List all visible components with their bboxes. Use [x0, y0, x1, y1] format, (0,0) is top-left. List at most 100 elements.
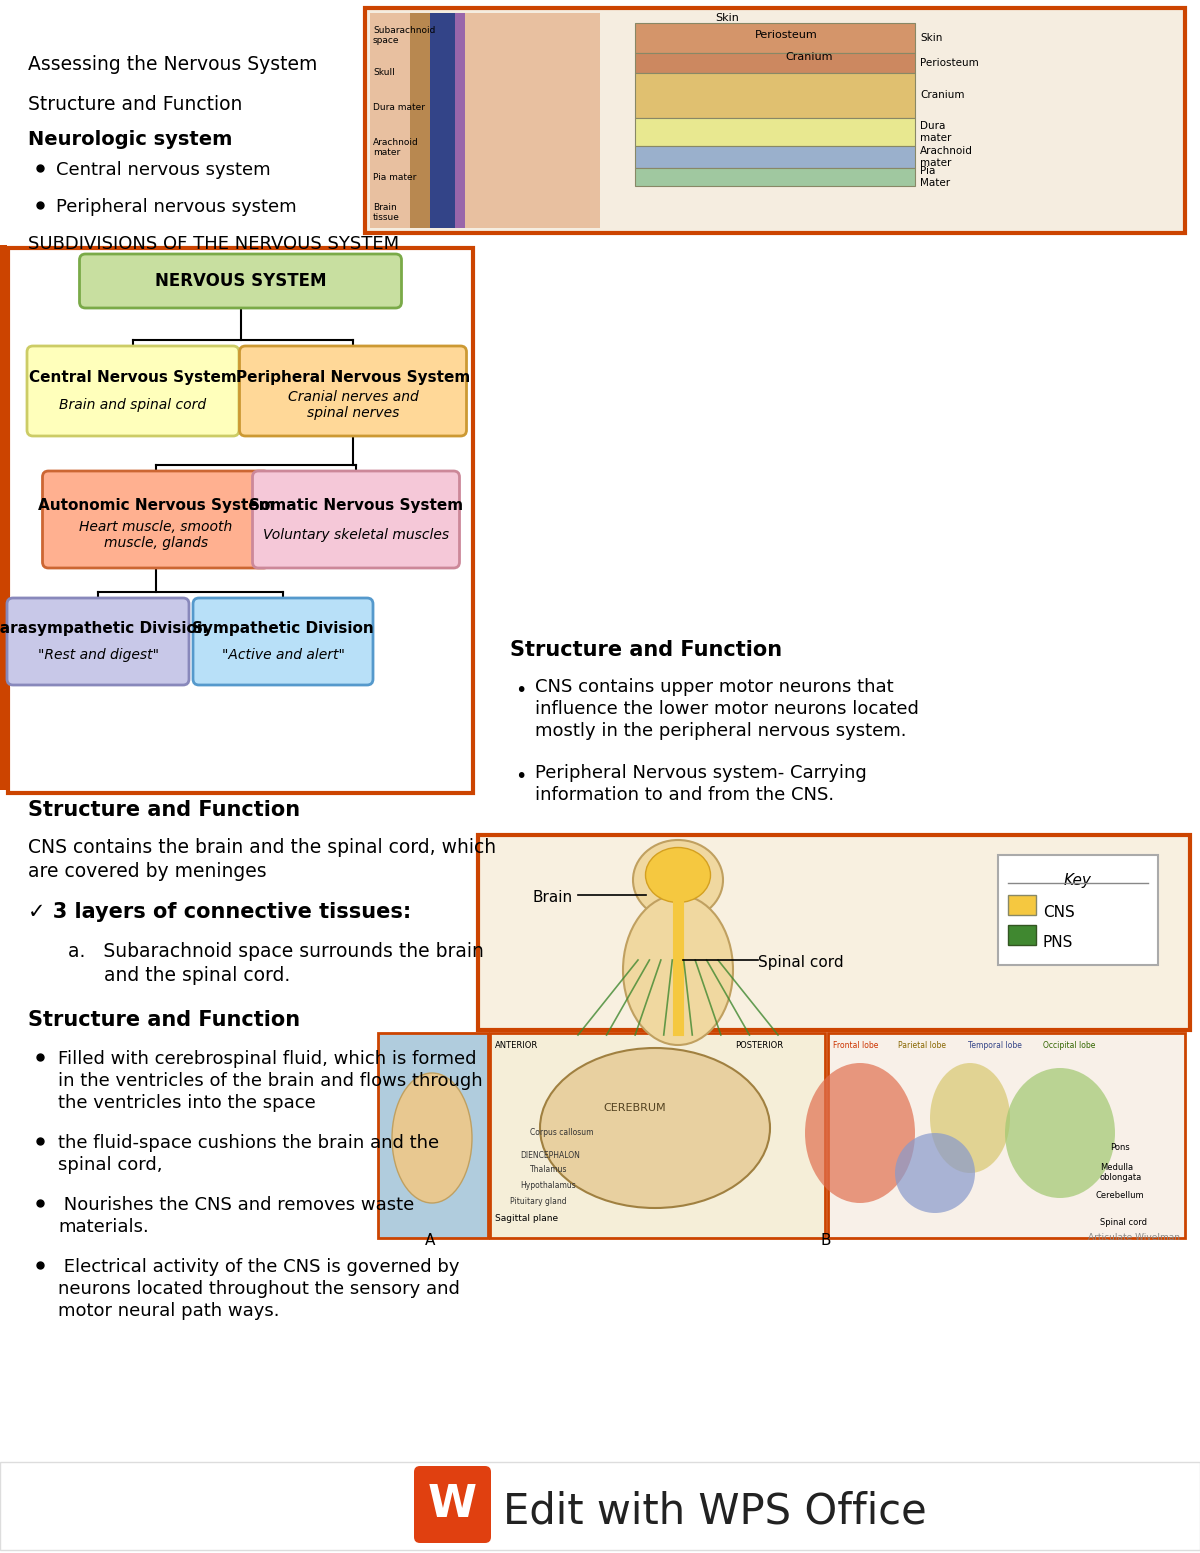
Text: Pons: Pons [1110, 1143, 1129, 1152]
Bar [455, 12, 466, 228]
Text: Skin: Skin [920, 33, 942, 43]
Bar [410, 12, 430, 228]
Text: Pituitary gland: Pituitary gland [510, 1197, 566, 1207]
Text: Skin: Skin [715, 12, 739, 23]
Text: Spinal cord: Spinal cord [1100, 1218, 1147, 1227]
Text: Heart muscle, smooth
muscle, glands: Heart muscle, smooth muscle, glands [79, 520, 233, 550]
Text: Periosteum: Periosteum [920, 57, 979, 68]
Text: CNS: CNS [1043, 905, 1075, 919]
Text: influence the lower motor neurons located: influence the lower motor neurons locate… [535, 700, 919, 717]
Text: the fluid-space cushions the brain and the: the fluid-space cushions the brain and t… [58, 1134, 439, 1152]
Ellipse shape [930, 1062, 1010, 1173]
Text: Edit with WPS Office: Edit with WPS Office [503, 1491, 926, 1533]
Text: Assessing the Nervous System: Assessing the Nervous System [28, 54, 317, 75]
Text: and the spinal cord.: and the spinal cord. [68, 966, 290, 985]
Text: Frontal lobe: Frontal lobe [833, 1041, 878, 1050]
Text: Skull: Skull [373, 68, 395, 78]
Ellipse shape [1006, 1068, 1115, 1197]
Text: Thalamus: Thalamus [530, 1165, 568, 1174]
FancyBboxPatch shape [635, 168, 916, 186]
Ellipse shape [895, 1134, 974, 1213]
Bar [378, 1033, 488, 1238]
Text: CEREBRUM: CEREBRUM [604, 1103, 666, 1114]
Text: Arachnoid
mater: Arachnoid mater [373, 138, 419, 157]
Text: Autonomic Nervous System: Autonomic Nervous System [37, 497, 275, 512]
Text: Cranial nerves and
spinal nerves: Cranial nerves and spinal nerves [288, 390, 419, 421]
Ellipse shape [623, 895, 733, 1045]
Text: NERVOUS SYSTEM: NERVOUS SYSTEM [155, 272, 326, 290]
Text: •: • [515, 767, 527, 786]
Bar [828, 1033, 1186, 1238]
Text: Filled with cerebrospinal fluid, which is formed: Filled with cerebrospinal fluid, which i… [58, 1050, 476, 1068]
Text: materials.: materials. [58, 1218, 149, 1236]
Text: Parietal lobe: Parietal lobe [898, 1041, 946, 1050]
Text: a.   Subarachnoid space surrounds the brain: a. Subarachnoid space surrounds the brai… [68, 943, 484, 961]
Text: SUBDIVISIONS OF THE NERVOUS SYSTEM: SUBDIVISIONS OF THE NERVOUS SYSTEM [28, 235, 400, 253]
Text: Structure and Function: Structure and Function [510, 640, 782, 660]
Text: Peripheral nervous system: Peripheral nervous system [56, 197, 296, 216]
Bar [1008, 895, 1036, 915]
Bar [998, 856, 1158, 964]
Text: Sagittal plane: Sagittal plane [496, 1214, 558, 1224]
Text: B: B [820, 1233, 830, 1249]
Text: Corpus callosum: Corpus callosum [530, 1127, 594, 1137]
FancyBboxPatch shape [635, 146, 916, 168]
Text: Spinal cord: Spinal cord [758, 955, 844, 971]
Bar [478, 836, 1190, 1030]
Text: in the ventricles of the brain and flows through: in the ventricles of the brain and flows… [58, 1072, 482, 1090]
FancyBboxPatch shape [635, 73, 916, 118]
Text: Structure and Function: Structure and Function [28, 800, 300, 820]
Text: ANTERIOR: ANTERIOR [496, 1041, 539, 1050]
Text: CNS contains upper motor neurons that: CNS contains upper motor neurons that [535, 679, 894, 696]
Text: Temporal lobe: Temporal lobe [968, 1041, 1022, 1050]
Ellipse shape [540, 1048, 770, 1208]
Text: Peripheral Nervous System: Peripheral Nervous System [236, 370, 470, 385]
Bar [430, 12, 455, 228]
Text: "Active and alert": "Active and alert" [222, 648, 344, 662]
Text: ✓ 3 layers of connective tissues:: ✓ 3 layers of connective tissues: [28, 902, 412, 922]
Text: Occipital lobe: Occipital lobe [1043, 1041, 1096, 1050]
Text: Medulla
oblongata: Medulla oblongata [1100, 1163, 1142, 1182]
Text: Somatic Nervous System: Somatic Nervous System [248, 497, 463, 512]
FancyBboxPatch shape [240, 346, 467, 436]
Text: neurons located throughout the sensory and: neurons located throughout the sensory a… [58, 1280, 460, 1298]
Text: DIENCEPHALON: DIENCEPHALON [520, 1151, 580, 1160]
Text: Periosteum: Periosteum [755, 30, 817, 40]
Text: "Rest and digest": "Rest and digest" [37, 648, 158, 662]
Bar [365, 8, 1186, 233]
Text: Cerebellum: Cerebellum [1096, 1191, 1144, 1200]
Text: PNS: PNS [1043, 935, 1073, 950]
Text: W: W [428, 1483, 478, 1527]
Text: Subarachnoid
space: Subarachnoid space [373, 26, 436, 45]
Text: Key: Key [1064, 873, 1092, 888]
Ellipse shape [392, 1073, 472, 1204]
Text: Central Nervous System: Central Nervous System [29, 370, 236, 385]
FancyBboxPatch shape [28, 346, 239, 436]
Ellipse shape [646, 848, 710, 902]
Text: •: • [515, 682, 527, 700]
Text: Sympathetic Division: Sympathetic Division [192, 621, 374, 637]
Text: Structure and Function: Structure and Function [28, 1009, 300, 1030]
FancyBboxPatch shape [79, 255, 402, 307]
Text: A: A [425, 1233, 436, 1249]
Text: Structure and Function: Structure and Function [28, 95, 242, 113]
Text: Dura mater: Dura mater [373, 102, 425, 112]
FancyBboxPatch shape [252, 471, 460, 568]
Text: Hypothalamus: Hypothalamus [520, 1180, 576, 1190]
Text: the ventricles into the space: the ventricles into the space [58, 1093, 316, 1112]
Text: Brain and spinal cord: Brain and spinal cord [60, 398, 206, 412]
FancyBboxPatch shape [42, 471, 270, 568]
Text: are covered by meninges: are covered by meninges [28, 862, 266, 881]
Bar [490, 1033, 826, 1238]
Text: Articulate Wivelman: Articulate Wivelman [1088, 1233, 1180, 1242]
Ellipse shape [634, 840, 722, 919]
Text: mostly in the peripheral nervous system.: mostly in the peripheral nervous system. [535, 722, 906, 739]
Bar [0, 245, 7, 790]
Text: Central nervous system: Central nervous system [56, 162, 271, 179]
FancyBboxPatch shape [635, 118, 916, 146]
Text: Brain: Brain [533, 890, 574, 905]
FancyBboxPatch shape [7, 598, 190, 685]
Text: Pia mater: Pia mater [373, 172, 416, 182]
Text: Parasympathetic Division: Parasympathetic Division [0, 621, 208, 637]
Bar [370, 12, 600, 228]
